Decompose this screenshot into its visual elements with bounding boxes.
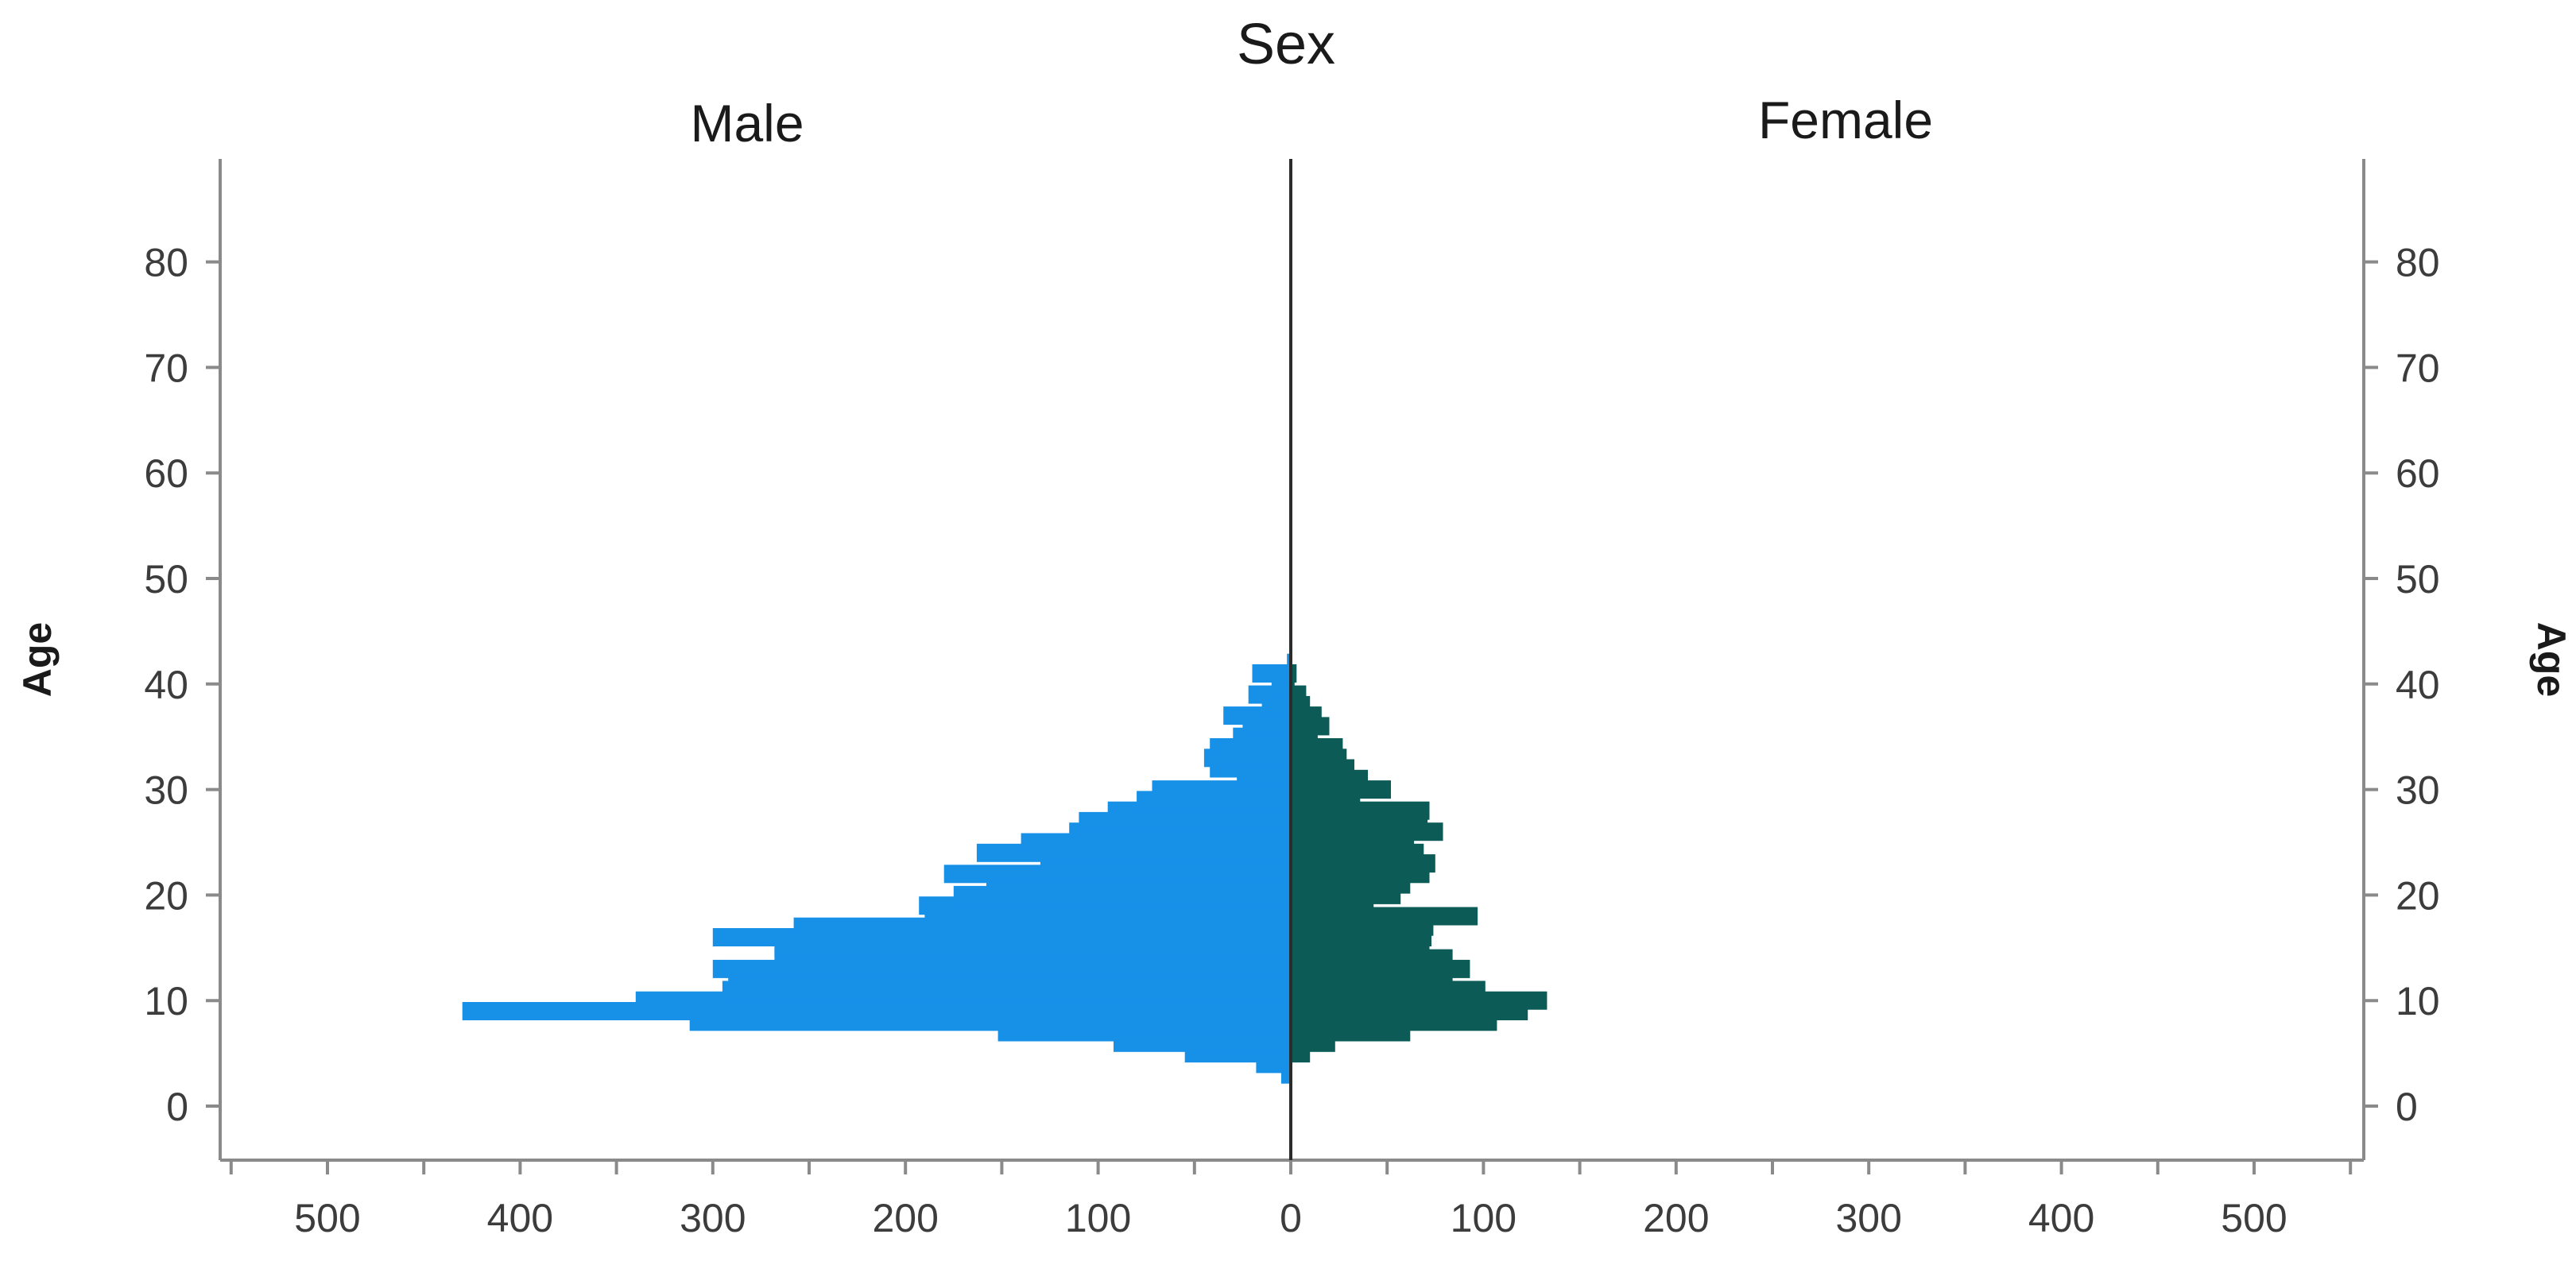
y-tick-label-left-10: 10 [144,979,188,1023]
labels-layer: Sex Male Female Age Age [15,13,2574,697]
y-tick-label-left-60: 60 [144,451,188,496]
y-tick-label-left-80: 80 [144,241,188,285]
y-tick-label-right-0: 0 [2396,1085,2418,1129]
female-bar-age-39 [1291,685,1307,704]
x-tick-label-0: 0 [1280,1196,1302,1240]
y-tick-label-right-40: 40 [2396,663,2440,707]
female-bar-age-41 [1291,664,1297,683]
x-tick-label-female-100: 100 [1451,1196,1517,1240]
y-tick-label-left-50: 50 [144,557,188,602]
x-tick-label-female-500: 500 [2221,1196,2287,1240]
x-tick-label-female-400: 400 [2028,1196,2094,1240]
y-tick-label-right-10: 10 [2396,979,2440,1023]
y-axis-title-right: Age [2529,622,2574,697]
y-tick-label-right-60: 60 [2396,451,2440,496]
x-tick-label-male-100: 100 [1065,1196,1131,1240]
male-bar-age-41 [1252,664,1291,683]
y-axis-title-left: Age [15,622,60,697]
x-tick-label-male-300: 300 [680,1196,746,1240]
bars-layer [462,653,1548,1084]
panel-label-male: Male [690,94,804,153]
x-tick-label-female-300: 300 [1835,1196,1901,1240]
y-tick-label-left-40: 40 [144,663,188,707]
x-tick-label-male-200: 200 [872,1196,938,1240]
y-tick-label-right-70: 70 [2396,346,2440,390]
y-tick-label-left-0: 0 [166,1085,188,1129]
panel-label-female: Female [1758,91,1933,149]
chart-title: Sex [1237,13,1335,76]
y-tick-label-right-80: 80 [2396,241,2440,285]
axes-layer: 0 0 10 10 20 20 30 30 40 40 50 50 60 60 70 70 80 80 500 400… [144,159,2440,1240]
y-tick-label-left-30: 30 [144,768,188,813]
male-bar-age-42 [1287,653,1291,672]
y-tick-label-right-30: 30 [2396,768,2440,813]
y-tick-label-right-50: 50 [2396,557,2440,602]
y-tick-label-right-20: 20 [2396,873,2440,918]
x-tick-label-female-200: 200 [1643,1196,1709,1240]
y-tick-label-left-20: 20 [144,873,188,918]
female-bar-age-40 [1291,675,1295,694]
y-tick-label-left-70: 70 [144,346,188,390]
x-tick-label-male-500: 500 [294,1196,360,1240]
x-tick-label-male-400: 400 [487,1196,553,1240]
